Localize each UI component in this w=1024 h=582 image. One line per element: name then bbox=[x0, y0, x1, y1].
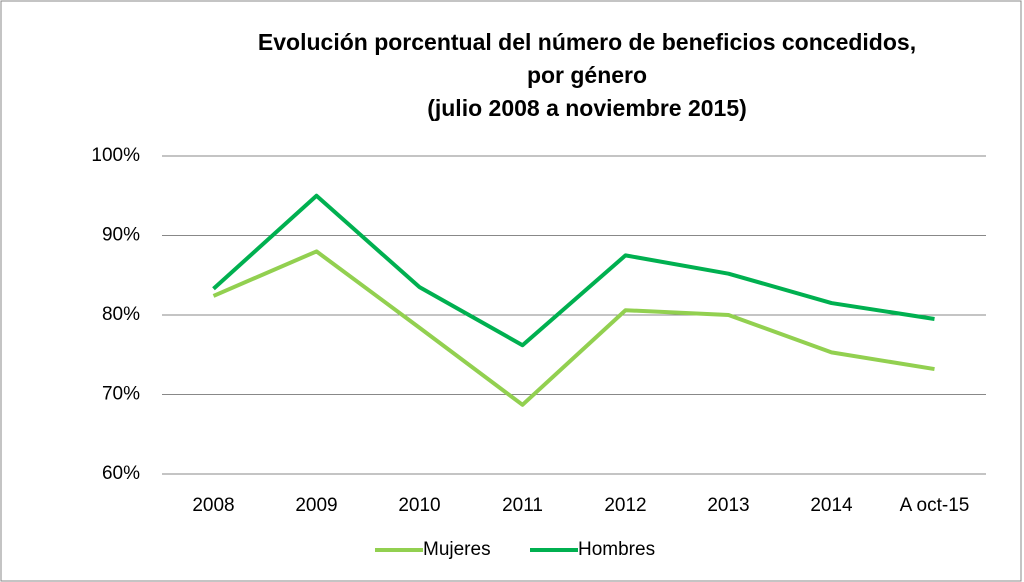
x-tick-label: 2008 bbox=[192, 495, 234, 516]
x-tick-label: 2011 bbox=[502, 495, 543, 516]
y-tick-label: 100% bbox=[91, 145, 140, 166]
x-tick-label: 2009 bbox=[295, 495, 337, 516]
line-series bbox=[212, 249, 935, 407]
chart-title: Evolución porcentual del número de benef… bbox=[258, 29, 916, 55]
y-tick-label: 90% bbox=[102, 225, 140, 246]
y-tick-label: 80% bbox=[102, 304, 140, 325]
line-series bbox=[212, 193, 935, 348]
x-tick-label: A oct-15 bbox=[900, 495, 970, 516]
legend-label: Hombres bbox=[578, 539, 655, 560]
y-tick-label: 60% bbox=[102, 463, 140, 484]
legend-label: Mujeres bbox=[423, 539, 491, 560]
x-tick-label: 2014 bbox=[810, 495, 853, 516]
y-tick-label: 70% bbox=[102, 384, 140, 405]
x-tick-label: 2010 bbox=[398, 495, 440, 516]
x-tick-label: 2013 bbox=[707, 495, 749, 516]
chart-title: por género bbox=[527, 62, 647, 88]
x-tick-label: 2012 bbox=[604, 495, 646, 516]
chart-title: (julio 2008 a noviembre 2015) bbox=[427, 95, 747, 121]
